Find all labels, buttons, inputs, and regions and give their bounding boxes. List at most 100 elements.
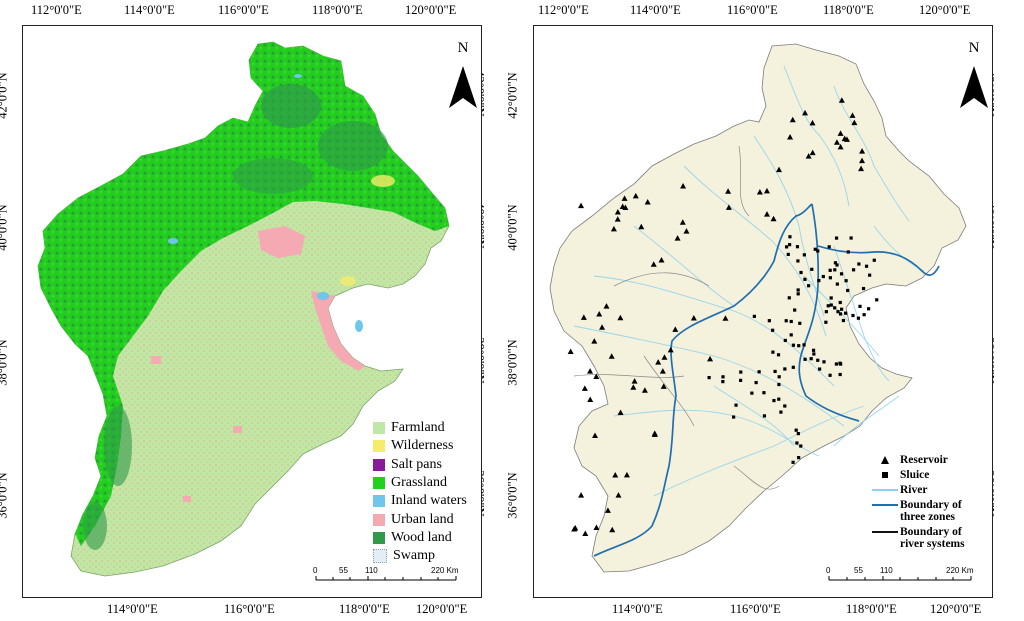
- reservoir-marker: [603, 303, 610, 309]
- sluice-marker: [791, 460, 795, 464]
- bottom-tick-114: 114°0'0"E: [612, 602, 663, 616]
- legend-item-farmland: Farmland: [373, 419, 467, 437]
- sluice-marker: [777, 375, 781, 379]
- reservoir-marker: [660, 383, 667, 389]
- legend-label: Farmland: [391, 420, 445, 436]
- reservoir-marker: [763, 211, 770, 217]
- reservoir-marker: [837, 130, 844, 136]
- left-tick-38: 38°0'0"N: [505, 339, 520, 386]
- sluice-marker: [846, 250, 850, 254]
- scale-bar: 0 55 110 220 Km: [313, 566, 473, 590]
- river-system-boundary-line-icon: [870, 526, 900, 538]
- sluice-marker: [841, 318, 846, 323]
- legend-item-inland-waters: Inland waters: [373, 492, 467, 510]
- sluice-marker: [824, 320, 828, 324]
- sluice-marker: [777, 382, 781, 387]
- sluice-marker: [707, 375, 711, 380]
- legend-item-zone-boundary: Boundary of three zones: [870, 499, 965, 523]
- legend-item-swamp: Swamp: [373, 547, 467, 565]
- sluice-marker: [807, 284, 811, 288]
- legend-item-river: River: [870, 484, 965, 496]
- scale-label-55: 55: [854, 566, 863, 575]
- reservoir-marker: [680, 182, 687, 189]
- sluice-marker: [789, 333, 793, 337]
- reservoir-marker: [672, 326, 679, 332]
- reservoir-marker: [609, 526, 616, 533]
- reservoir-marker: [572, 525, 579, 531]
- legend-label: three zones: [900, 511, 956, 523]
- scale-label-220: 220 Km: [946, 566, 974, 575]
- sluice-marker: [754, 380, 758, 385]
- left-tick-42: 42°0'0"N: [0, 72, 10, 119]
- reservoir-marker: [802, 109, 809, 116]
- sluice-marker: [834, 362, 839, 366]
- reservoir-marker: [838, 97, 845, 103]
- reservoir-marker: [658, 257, 665, 263]
- legend-label: Swamp: [393, 548, 435, 564]
- reservoir-marker: [809, 149, 816, 156]
- legend-label: river systems: [900, 538, 965, 550]
- sluice-marker: [721, 380, 725, 384]
- sluice-marker: [776, 353, 781, 357]
- reservoir-marker: [833, 139, 840, 145]
- scale-bar: 0 55 110 220 Km: [826, 566, 986, 590]
- reservoir-marker: [690, 314, 697, 321]
- sluice-marker: [828, 268, 832, 272]
- reservoir-marker: [593, 373, 600, 379]
- reservoir-marker: [770, 215, 777, 222]
- sluice-marker: [868, 273, 872, 277]
- sluice-marker: [721, 375, 725, 379]
- reservoir-marker: [617, 314, 624, 321]
- reservoir-marker: [843, 136, 850, 142]
- reservoir-marker: [632, 192, 639, 199]
- infrastructure-legend: Reservoir Sluice River Boundary of three …: [870, 454, 965, 553]
- scale-label-110: 110: [365, 566, 378, 575]
- sluice-marker: [762, 414, 767, 418]
- reservoir-marker: [756, 188, 763, 195]
- legend-label: Boundary of: [900, 526, 962, 538]
- sluice-marker: [777, 397, 781, 401]
- sluice-marker: [851, 313, 855, 318]
- reservoir-marker: [593, 524, 600, 531]
- river-line-icon: [870, 484, 900, 496]
- wilderness-patch: [371, 175, 395, 187]
- sluice-marker: [833, 261, 838, 265]
- sluice-marker: [838, 361, 842, 365]
- sluice-marker: [826, 304, 830, 308]
- scale-bar-graphic: [828, 576, 972, 581]
- reservoir-marker: [615, 492, 622, 498]
- urban-land-area: [183, 496, 191, 502]
- scale-bar-graphic: [315, 576, 457, 581]
- sluice-marker: [817, 278, 821, 283]
- reservoir-marker: [567, 348, 574, 355]
- reservoir-marker: [587, 368, 594, 374]
- sluice-marker: [772, 398, 776, 403]
- reservoir-marker: [787, 134, 794, 140]
- sluice-marker: [828, 373, 832, 377]
- reservoir-marker: [580, 314, 587, 320]
- sluice-marker: [834, 236, 839, 240]
- bottom-tick-114: 114°0'0"E: [107, 602, 158, 616]
- bottom-tick-118: 118°0'0"E: [846, 602, 897, 616]
- legend-item-salt-pans: Salt pans: [373, 456, 467, 474]
- sluice-marker: [799, 444, 803, 448]
- salt-pans-swatch: [373, 458, 385, 471]
- sluice-marker: [838, 300, 842, 305]
- bottom-tick-118: 118°0'0"E: [339, 602, 390, 616]
- reservoir-marker: [679, 219, 686, 225]
- sluice-marker: [796, 259, 800, 263]
- sluice-marker: [750, 391, 754, 395]
- sluice-marker: [739, 370, 743, 374]
- north-arrow: N: [954, 40, 992, 120]
- left-tick-40: 40°0'0"N: [505, 204, 520, 251]
- sluice-marker: [813, 247, 817, 251]
- urban-land-area: [311, 291, 365, 371]
- scale-label-0: 0: [826, 566, 831, 575]
- sluice-marker: [866, 307, 871, 311]
- sluice-marker: [783, 367, 787, 371]
- sluice-marker: [794, 428, 798, 432]
- reservoir-marker: [578, 492, 585, 498]
- inland-water: [317, 292, 329, 300]
- bottom-tick-120: 120°0'0"E: [930, 602, 982, 616]
- sluice-marker: [833, 306, 837, 310]
